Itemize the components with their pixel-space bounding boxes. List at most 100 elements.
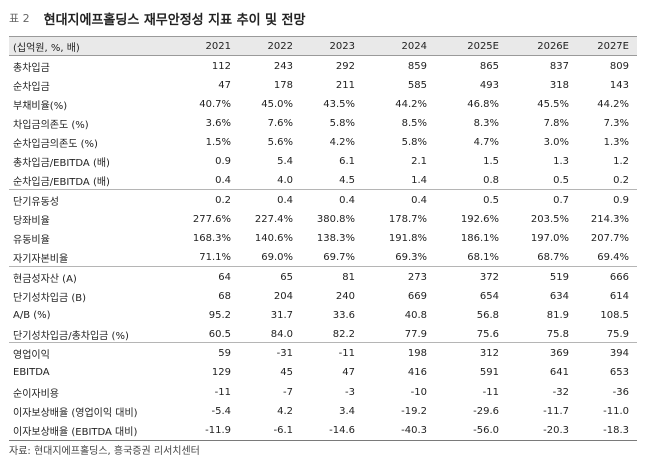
table-cell: 0.5 [483, 195, 499, 206]
table-cell: 214.3% [590, 214, 629, 225]
table-row: A/B (%) 95.2 31.7 33.6 40.8 56.8 81.9 108.5 [9, 306, 637, 325]
table-cell: 4.2 [277, 406, 293, 417]
table-cell: -36 [612, 387, 629, 398]
table-cell: -31 [276, 348, 293, 359]
table-cell: 0.4 [339, 195, 355, 206]
table-cell: 519 [549, 272, 569, 283]
table-cell: -29.6 [473, 406, 499, 417]
row-label: 현금성자산 (A) [13, 274, 77, 285]
table-cell: 0.4 [277, 195, 293, 206]
table-cell: 140.6% [254, 233, 293, 244]
row-label: 순이자비용 [13, 389, 59, 400]
table-row: 순차입금 47 178 211 585 493 318 143 [9, 76, 637, 95]
table-cell: 809 [609, 61, 629, 72]
table-cell: 0.2 [613, 175, 629, 186]
table-cell: 5.8% [329, 118, 355, 129]
table-cell: 198 [407, 348, 427, 359]
table-cell: 40.7% [199, 99, 231, 110]
year-header: 2022 [267, 40, 293, 52]
table-cell: 0.9 [613, 195, 629, 206]
table-cell: 69.0% [261, 252, 293, 263]
table-cell: -6.1 [273, 425, 293, 436]
table-cell: 69.3% [395, 252, 427, 263]
table-row: 자기자본비율 71.1% 69.0% 69.7% 69.3% 68.1% 68.7% 69.4… [9, 248, 637, 267]
table-cell: 5.6% [267, 137, 293, 148]
table-row: EBITDA 129 45 47 416 591 641 653 [9, 363, 637, 382]
table-row: 차입금의존도 (%) 3.6% 7.6% 5.8% 8.5% 8.3% 7.8% 7.3% [9, 114, 637, 133]
source-note: 자료: 현대지에프홀딩스, 흥국증권 리서치센터 [9, 446, 200, 457]
year-header: 2024 [401, 40, 427, 52]
table-cell: 666 [609, 272, 629, 283]
table-cell: 4.7% [473, 137, 499, 148]
table-cell: 64 [218, 272, 231, 283]
table-cell: 82.2 [332, 329, 355, 340]
table-cell: 273 [407, 272, 427, 283]
table-cell: 69.7% [323, 252, 355, 263]
table-cell: 178.7% [388, 214, 427, 225]
table-row: 순차입금의존도 (%) 1.5% 5.6% 4.2% 5.8% 4.7% 3.0% 1.3% [9, 133, 637, 152]
table-cell: 45.5% [537, 99, 569, 110]
table-cell: -56.0 [473, 425, 499, 436]
table-cell: 0.5 [553, 175, 569, 186]
table-cell: 4.5 [339, 175, 355, 186]
table-cell: 186.1% [460, 233, 499, 244]
table-cell: 68 [218, 291, 231, 302]
table-cell: 68.1% [467, 252, 499, 263]
table-cell: 47 [218, 80, 231, 91]
table-cell: -11.9 [205, 425, 231, 436]
table-cell: 585 [407, 80, 427, 91]
table-bottom-rule [9, 440, 637, 441]
row-label: 차입금의존도 (%) [13, 120, 89, 131]
table-cell: 7.6% [267, 118, 293, 129]
figure-title: 현대지에프홀딩스 재무안정성 지표 추이 및 전망 [43, 12, 306, 28]
table-cell: 1.5% [205, 137, 231, 148]
table-cell: 46.8% [467, 99, 499, 110]
table-cell: 614 [609, 291, 629, 302]
table-row: 당좌비율 277.6% 227.4% 380.8% 178.7% 192.6% 203.5%… [9, 210, 637, 229]
table-cell: 129 [211, 367, 231, 378]
row-label: 순차입금의존도 (%) [13, 139, 98, 150]
table-cell: 77.9 [404, 329, 427, 340]
table-row: 단기유동성 0.2 0.4 0.4 0.4 0.5 0.7 0.9 [9, 191, 637, 210]
row-label: A/B (%) [13, 310, 51, 321]
table-cell: 45 [280, 367, 293, 378]
table-cell: 380.8% [316, 214, 355, 225]
table-cell: 60.5 [208, 329, 231, 340]
group-divider [9, 342, 637, 343]
table-cell: 56.8 [476, 310, 499, 321]
table-cell: 43.5% [323, 99, 355, 110]
table-cell: -5.4 [211, 406, 231, 417]
table-cell: -3 [345, 387, 355, 398]
table-cell: 192.6% [460, 214, 499, 225]
table-cell: 641 [549, 367, 569, 378]
table-cell: 3.0% [543, 137, 569, 148]
table-cell: 84.0 [270, 329, 293, 340]
table-cell: 865 [479, 61, 499, 72]
row-label: 단기유동성 [13, 197, 59, 208]
figure-label: 표 2 [9, 12, 30, 25]
table-cell: 653 [609, 367, 629, 378]
table-row: 순이자비용 -11 -7 -3 -10 -11 -32 -36 [9, 383, 637, 402]
table-cell: 0.7 [553, 195, 569, 206]
table-cell: 1.5 [483, 156, 499, 167]
table-cell: 197.0% [530, 233, 569, 244]
table-cell: 591 [479, 367, 499, 378]
table-cell: 33.6 [332, 310, 355, 321]
row-label: 이자보상배율 (EBITDA 대비) [13, 427, 138, 438]
year-header: 2026E [537, 40, 569, 52]
row-label: 단기성차입금/총차입금 (%) [13, 331, 129, 342]
table-cell: 75.8 [546, 329, 569, 340]
table-cell: 69.4% [597, 252, 629, 263]
table-row: 현금성자산 (A) 64 65 81 273 372 519 666 [9, 268, 637, 287]
table-row: 순차입금/EBITDA (배) 0.4 4.0 4.5 1.4 0.8 0.5 0.2 [9, 171, 637, 190]
row-label: 당좌비율 [13, 216, 50, 227]
table-cell: 40.8 [404, 310, 427, 321]
table-cell: 4.2% [329, 137, 355, 148]
table-cell: 312 [479, 348, 499, 359]
table-cell: 0.8 [483, 175, 499, 186]
group-divider [9, 189, 637, 190]
table-cell: 859 [407, 61, 427, 72]
table-cell: 44.2% [395, 99, 427, 110]
table-cell: 0.9 [215, 156, 231, 167]
table-cell: 1.3 [553, 156, 569, 167]
